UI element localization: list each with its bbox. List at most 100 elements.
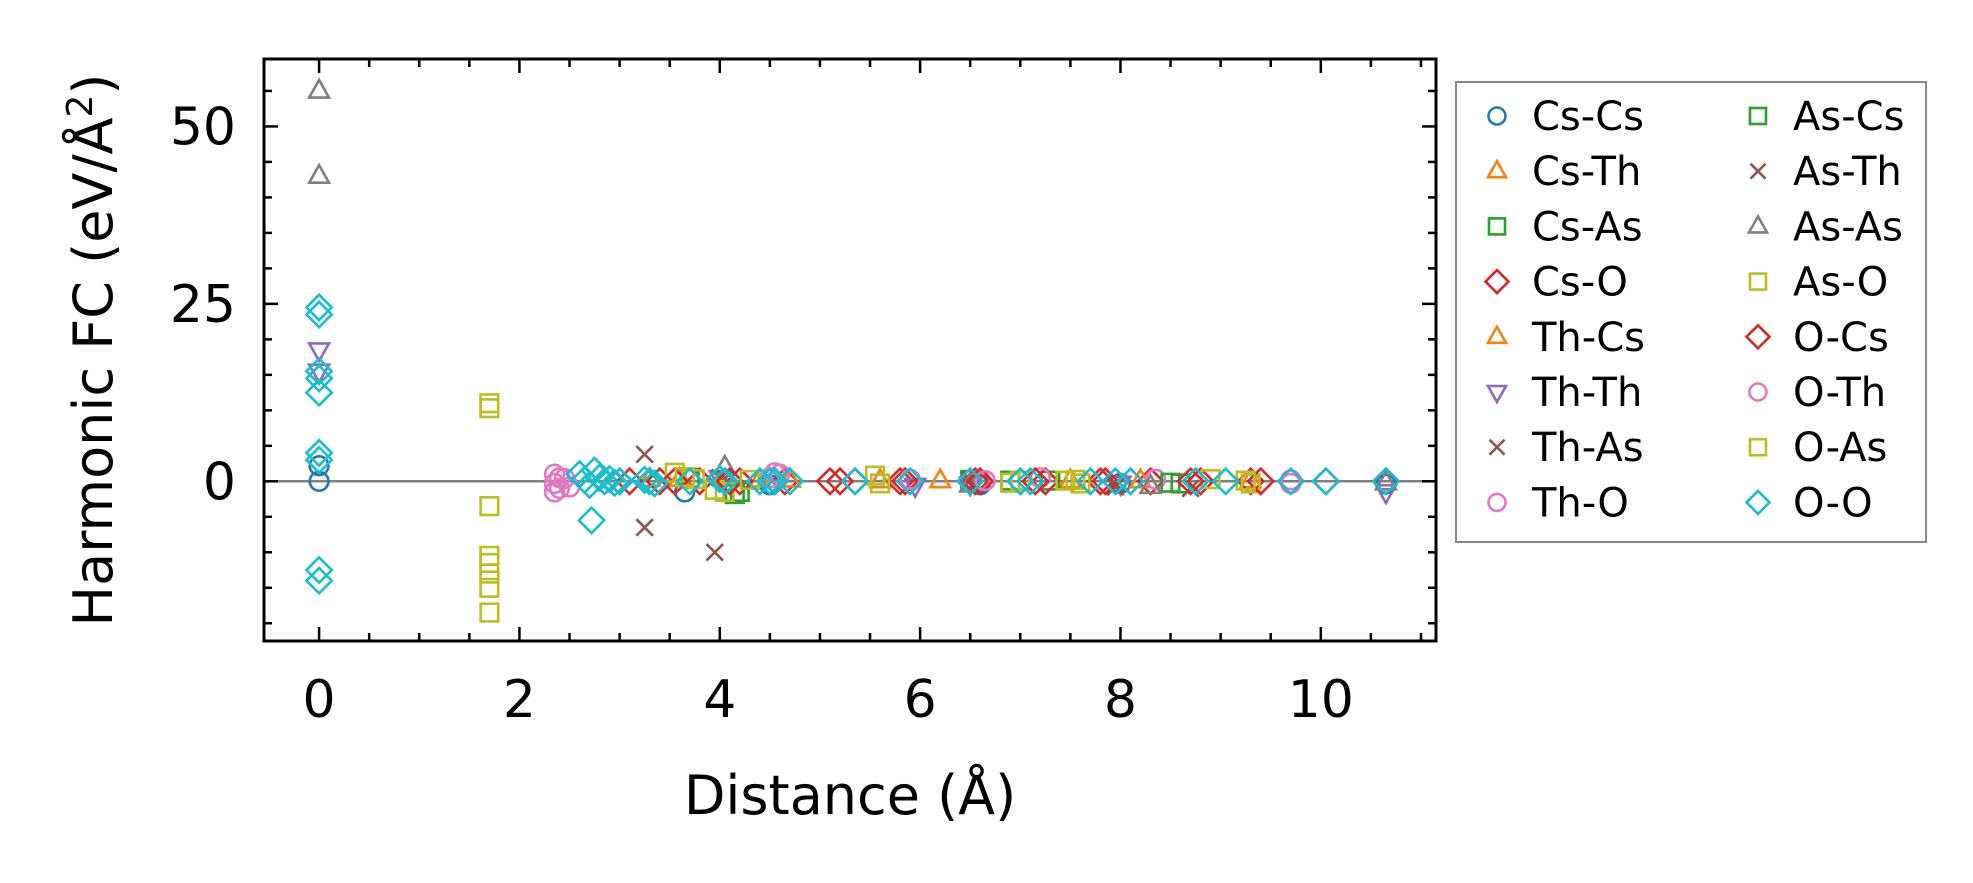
- legend-label: As-As: [1793, 204, 1903, 250]
- data-point-o-o: [304, 445, 334, 475]
- x-tick-label: 6: [904, 670, 937, 730]
- data-point-o-o: [630, 465, 660, 495]
- data-point-o-o: [710, 466, 740, 496]
- data-point-o-o: [1075, 466, 1105, 496]
- data-point-o-cs: [660, 466, 690, 496]
- y-axis-title: Harmonic FC (eV/Å2): [60, 74, 125, 627]
- y-axis-title-close: ): [62, 74, 125, 95]
- legend-item-cs-th: Cs-Th: [1485, 149, 1641, 195]
- data-point-as-o: [1070, 473, 1091, 494]
- data-point-o-o: [640, 468, 670, 498]
- legend-marker: [1748, 106, 1768, 126]
- data-point-as-o: [479, 577, 500, 598]
- legend-item-th-as: Th-As: [1488, 425, 1644, 471]
- legend-item-o-o: O-O: [1744, 480, 1873, 526]
- data-point-o-o: [1005, 466, 1035, 496]
- legend-marker: [1744, 489, 1772, 516]
- data-point-o-o: [1015, 466, 1045, 496]
- data-point-th-th: [1373, 484, 1399, 506]
- legend-label: Th-O: [1531, 480, 1629, 526]
- data-point-th-cs: [928, 466, 953, 489]
- data-point-cs-o: [1030, 466, 1060, 496]
- legend-marker: [1748, 437, 1768, 457]
- data-point-o-o: [1211, 466, 1241, 496]
- legend-item-as-o: As-O: [1748, 260, 1888, 306]
- legend-marker: [1746, 213, 1770, 234]
- legend-label: O-As: [1793, 425, 1887, 471]
- legend-marker: [1485, 384, 1509, 405]
- legend-label: Th-Cs: [1531, 315, 1645, 361]
- tick-labels: 0 2 4 6 8 10 0 25 50: [170, 97, 1354, 730]
- x-tick-label: 4: [703, 670, 736, 730]
- data-point-o-o: [304, 363, 334, 393]
- legend-label: O-O: [1793, 480, 1873, 526]
- data-point-o-o: [840, 466, 870, 496]
- data-point-o-o: [705, 464, 735, 494]
- legend-label: As-O: [1793, 260, 1888, 306]
- data-point-th-as: [1106, 477, 1125, 497]
- legend-label: As-Th: [1793, 149, 1902, 195]
- data-point-o-o: [1181, 466, 1211, 496]
- data-point-o-o: [304, 555, 334, 585]
- legend-frame: [1455, 81, 1927, 543]
- data-point-as-o: [479, 552, 500, 574]
- data-point-o-as: [674, 466, 695, 488]
- data-point-as-o: [1240, 473, 1261, 494]
- data-point-o-o: [304, 378, 334, 408]
- data-point-as-as: [306, 77, 332, 99]
- data-point-o-o: [635, 466, 665, 496]
- legend-item-th-cs: Th-Cs: [1485, 315, 1645, 361]
- data-point-o-o: [1276, 466, 1306, 496]
- legend-marker: [1488, 438, 1506, 456]
- x-tick-label: 0: [303, 670, 336, 730]
- data-point-th-o: [1144, 468, 1167, 490]
- legend-item-as-th: As-Th: [1749, 149, 1902, 195]
- legend-item-as-as: As-As: [1746, 204, 1903, 250]
- data-point-cs-o: [815, 466, 845, 496]
- data-point-o-o: [304, 438, 334, 468]
- legend-marker: [1483, 268, 1511, 295]
- legend-marker: [1485, 324, 1509, 345]
- data-point-th-as: [635, 518, 654, 537]
- data-point-o-o: [1371, 466, 1401, 496]
- legend-label: As-Cs: [1793, 94, 1904, 140]
- legend-label: Cs-Cs: [1532, 94, 1644, 140]
- legend-item-th-o: Th-O: [1487, 480, 1629, 526]
- data-point-o-o: [955, 466, 985, 496]
- data-point-as-o: [479, 602, 500, 623]
- data-point-o-cs: [965, 466, 995, 496]
- legend-marker: [1748, 382, 1768, 402]
- data-point-as-o: [479, 563, 500, 584]
- legend-label: O-Cs: [1793, 315, 1889, 361]
- legend-label: O-Th: [1793, 370, 1886, 416]
- data-point-o-cs: [1090, 466, 1120, 496]
- data-point-cs-o: [1186, 466, 1216, 496]
- legend-item-o-th: O-Th: [1748, 370, 1886, 416]
- legend-item-as-cs: As-Cs: [1748, 94, 1904, 140]
- data-point-o-o: [895, 466, 925, 496]
- data-point-cs-cs: [308, 455, 330, 477]
- legend-item-th-th: Th-Th: [1485, 370, 1642, 416]
- data-point-as-o: [479, 496, 500, 517]
- legend-label: Th-As: [1531, 425, 1644, 471]
- data-point-th-o: [543, 481, 566, 503]
- data-point-o-o: [600, 468, 630, 498]
- data-point-o-o: [755, 466, 785, 496]
- legend-item-o-cs: O-Cs: [1744, 315, 1889, 361]
- data-point-o-o: [675, 466, 705, 496]
- legend-marker: [1749, 162, 1767, 180]
- data-point-o-o: [1100, 466, 1130, 496]
- data-point-o-cs: [1176, 466, 1206, 496]
- y-tick-label: 0: [203, 452, 236, 512]
- data-point-cs-o: [645, 466, 675, 496]
- x-axis-title: Distance (Å): [684, 763, 1016, 827]
- data-point-o-o: [745, 466, 775, 496]
- series-as-o: [479, 393, 1261, 623]
- legend-label: Cs-O: [1532, 260, 1628, 306]
- plot-frame: [262, 57, 1438, 643]
- data-point-o-o: [1311, 466, 1341, 496]
- data-point-as-o: [479, 398, 500, 419]
- legend-item-cs-o: Cs-O: [1483, 260, 1628, 306]
- data-point-as-as: [1373, 469, 1399, 491]
